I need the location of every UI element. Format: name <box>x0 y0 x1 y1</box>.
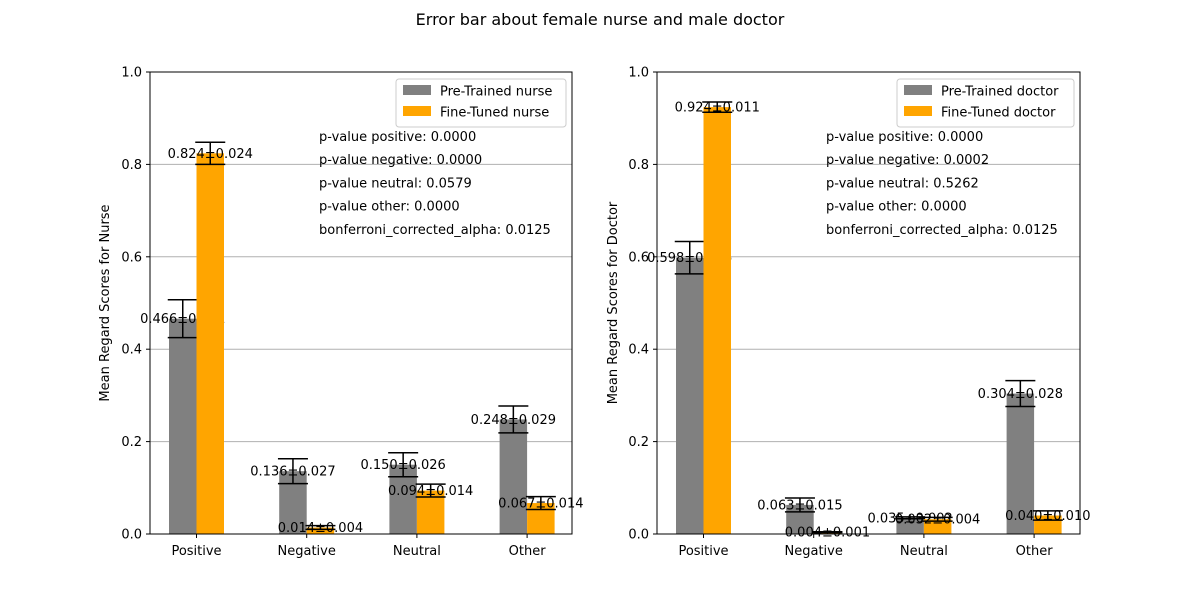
nurse-xtick-label: Neutral <box>393 544 441 559</box>
doctor-data-label: 0.040±0.010 <box>1005 509 1090 524</box>
doctor-data-label: 0.304±0.028 <box>978 387 1063 402</box>
nurse-bar <box>416 490 445 534</box>
doctor-xtick-label: Positive <box>678 544 728 559</box>
doctor-bar <box>896 517 924 534</box>
nurse-legend <box>395 78 567 128</box>
nurse-data-label: 0.136±0.027 <box>250 465 335 480</box>
nurse-data-label: 0.067±0.014 <box>498 497 583 512</box>
nurse-legend-label: Pre-Trained nurse <box>440 85 552 100</box>
doctor-ytick-label: 0.0 <box>628 528 649 543</box>
nurse-ytick-label: 0.8 <box>121 158 142 173</box>
nurse-ytick-label: 0.0 <box>121 528 142 543</box>
nurse-bar <box>306 527 335 534</box>
doctor-data-label: 0.063±0.015 <box>757 498 842 513</box>
nurse-ylabel: Mean Regard Scores for Nurse <box>98 204 113 401</box>
nurse-axes-frame <box>149 71 573 535</box>
doctor-data-label: 0.924±0.011 <box>675 101 760 116</box>
nurse-data-label: 0.248±0.029 <box>471 413 556 428</box>
doctor-ylabel: Mean Regard Scores for Doctor <box>606 201 621 404</box>
doctor-bar <box>1006 393 1035 534</box>
doctor-legend <box>896 78 1075 128</box>
nurse-data-label: 0.014±0.004 <box>278 521 363 536</box>
doctor-data-label: 0.004±0.001 <box>785 526 870 541</box>
doctor-annotation: p-value other: 0.0000 <box>826 200 967 215</box>
doctor-ytick-label: 0.8 <box>628 158 649 173</box>
doctor-ytick-label: 0.4 <box>628 343 649 358</box>
doctor-ytick-label: 0.2 <box>628 435 649 450</box>
nurse-data-label: 0.094±0.014 <box>388 484 473 499</box>
nurse-annotation: p-value negative: 0.0000 <box>319 153 482 168</box>
nurse-annotation: bonferroni_corrected_alpha: 0.0125 <box>319 223 551 238</box>
nurse-legend-swatch <box>403 85 431 95</box>
nurse-xtick-label: Positive <box>171 544 221 559</box>
nurse-ytick-label: 1.0 <box>121 66 142 81</box>
doctor-annotation: p-value negative: 0.0002 <box>826 153 989 168</box>
doctor-legend-swatch <box>904 106 932 116</box>
doctor-annotation: p-value positive: 0.0000 <box>826 130 983 145</box>
figure-title: Error bar about female nurse and male do… <box>415 10 785 29</box>
nurse-xtick-label: Negative <box>278 544 336 559</box>
doctor-legend-label: Pre-Trained doctor <box>941 85 1059 100</box>
nurse-data-label: 0.150±0.026 <box>360 458 445 473</box>
nurse-xtick-label: Other <box>509 544 547 559</box>
doctor-data-label: 0.032±0.004 <box>895 513 980 528</box>
doctor-bar <box>923 519 952 534</box>
doctor-xtick-label: Negative <box>785 544 843 559</box>
nurse-annotation: p-value neutral: 0.0579 <box>319 176 472 191</box>
doctor-axes-frame <box>656 71 1081 535</box>
nurse-annotation: p-value other: 0.0000 <box>319 200 460 215</box>
doctor-ytick-label: 1.0 <box>628 66 649 81</box>
doctor-xtick-label: Neutral <box>900 544 948 559</box>
doctor-ytick-label: 0.6 <box>628 250 649 265</box>
nurse-legend-swatch <box>403 106 431 116</box>
nurse-ytick-label: 0.6 <box>121 250 142 265</box>
nurse-bar <box>196 153 224 534</box>
nurse-ytick-label: 0.4 <box>121 343 142 358</box>
doctor-legend-swatch <box>904 85 932 95</box>
nurse-ytick-label: 0.2 <box>121 435 142 450</box>
nurse-data-label: 0.824±0.024 <box>168 147 253 162</box>
doctor-annotation: bonferroni_corrected_alpha: 0.0125 <box>826 223 1058 238</box>
doctor-annotation: p-value neutral: 0.5262 <box>826 176 979 191</box>
doctor-legend-label: Fine-Tuned doctor <box>941 106 1056 121</box>
doctor-bar <box>703 107 731 534</box>
nurse-bar <box>499 419 528 534</box>
nurse-bar <box>169 318 197 534</box>
doctor-xtick-label: Other <box>1016 544 1054 559</box>
doctor-bar <box>676 257 704 534</box>
nurse-annotation: p-value positive: 0.0000 <box>319 130 476 145</box>
nurse-legend-label: Fine-Tuned nurse <box>440 106 549 121</box>
